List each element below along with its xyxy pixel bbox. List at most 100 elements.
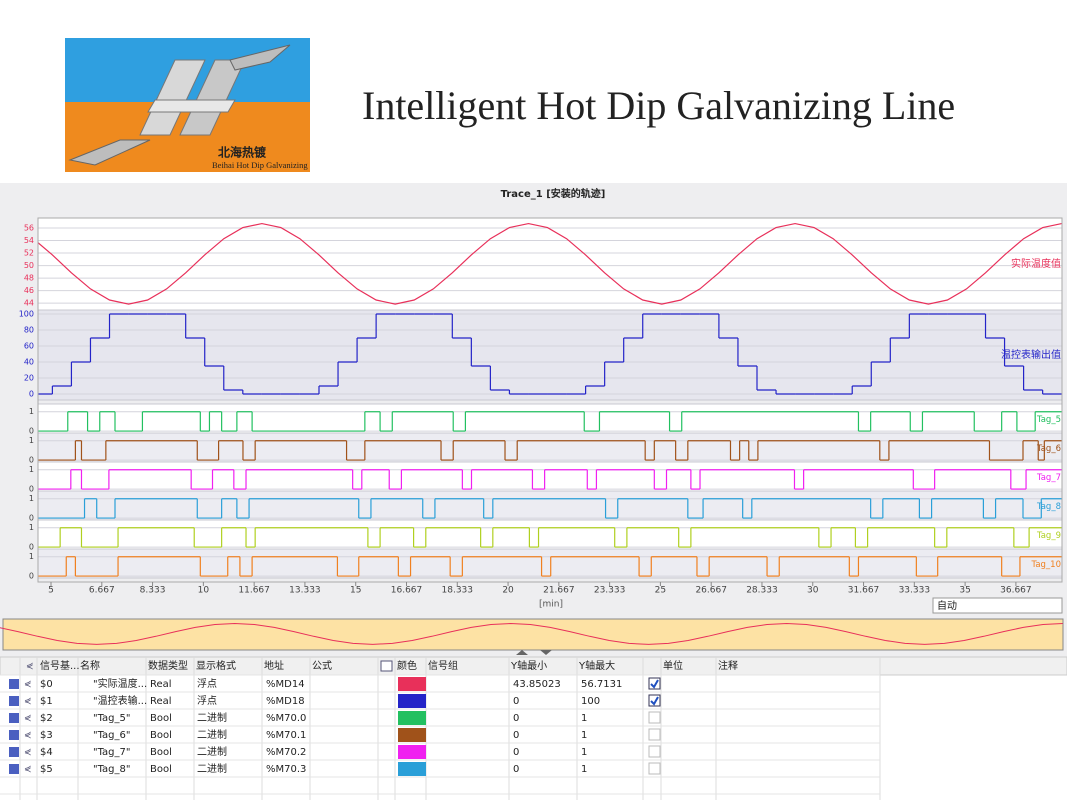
signal: $5 bbox=[40, 764, 53, 775]
y-tick-label: 0 bbox=[29, 390, 34, 399]
name: "Tag_5" bbox=[93, 713, 131, 724]
checkmark bbox=[650, 696, 659, 706]
y-tick-label: 1 bbox=[29, 436, 34, 445]
format: 浮点 bbox=[197, 695, 217, 707]
x-tick-label: 23.333 bbox=[594, 586, 626, 596]
color-swatch[interactable] bbox=[398, 677, 426, 691]
x-tick-label: 28.333 bbox=[746, 586, 778, 596]
column-header: 显示格式 bbox=[196, 659, 236, 672]
signal: $1 bbox=[40, 696, 53, 707]
color-swatch[interactable] bbox=[398, 745, 426, 759]
column-header: 地址 bbox=[264, 659, 284, 672]
name: "温控表输... bbox=[93, 694, 147, 707]
data-type: Bool bbox=[150, 747, 172, 758]
row-icon bbox=[9, 679, 19, 689]
signal: $2 bbox=[40, 713, 53, 724]
color-swatch[interactable] bbox=[398, 711, 426, 725]
plot-area bbox=[38, 222, 1062, 577]
format: 二进制 bbox=[197, 711, 227, 724]
address: %MD14 bbox=[266, 679, 305, 690]
series-label: 温控表输出值 bbox=[1001, 348, 1061, 361]
y-min: 0 bbox=[513, 696, 519, 707]
checkbox[interactable] bbox=[648, 677, 661, 690]
color-swatch[interactable] bbox=[398, 694, 426, 708]
y-tick-label: 52 bbox=[24, 249, 34, 258]
x-tick-label: 21.667 bbox=[543, 586, 575, 596]
overview-handle[interactable] bbox=[516, 650, 528, 655]
column-header: 公式 bbox=[312, 659, 332, 672]
name: "Tag_6" bbox=[93, 730, 131, 741]
x-tick-label: 11.667 bbox=[238, 586, 270, 596]
time-mode-dropdown[interactable] bbox=[932, 597, 1063, 614]
signal: $0 bbox=[40, 679, 53, 690]
data-type: Bool bbox=[150, 730, 172, 741]
series-label: Tag_6 bbox=[1036, 444, 1061, 454]
color-swatch[interactable] bbox=[398, 762, 426, 776]
x-axis-label: [min] bbox=[539, 600, 563, 610]
y-min: 0 bbox=[513, 730, 519, 741]
checkbox[interactable] bbox=[648, 711, 661, 724]
header-icon bbox=[380, 660, 393, 672]
y-tick-label: 1 bbox=[29, 523, 34, 532]
address: %MD18 bbox=[266, 696, 305, 707]
y-max: 56.7131 bbox=[581, 679, 622, 690]
data-type: Real bbox=[150, 679, 172, 690]
panel-bg bbox=[37, 309, 1063, 401]
checkbox[interactable] bbox=[648, 728, 661, 741]
y-tick-label: 80 bbox=[24, 326, 34, 335]
y-tick-label: 1 bbox=[29, 494, 34, 503]
panel-bg bbox=[37, 519, 1063, 550]
panel-bg bbox=[37, 403, 1063, 434]
y-tick-label: 1 bbox=[29, 465, 34, 474]
y-tick-label: 1 bbox=[29, 407, 34, 416]
column-header: Y轴最大 bbox=[578, 659, 615, 672]
panel-bg bbox=[37, 461, 1063, 492]
x-tick-label: 33.333 bbox=[899, 586, 931, 596]
format: 二进制 bbox=[197, 762, 227, 775]
color-swatch[interactable] bbox=[398, 728, 426, 742]
x-tick-label: 30 bbox=[807, 586, 819, 596]
row-icon-glyph: ⋞ bbox=[24, 748, 32, 758]
column-header: 名称 bbox=[80, 659, 100, 672]
x-tick-label: 26.667 bbox=[695, 586, 727, 596]
row-icon-glyph: ⋞ bbox=[24, 680, 32, 690]
row-icon bbox=[9, 764, 19, 774]
column-header: 信号组 bbox=[428, 659, 458, 672]
checkbox[interactable] bbox=[648, 694, 661, 707]
checkbox[interactable] bbox=[648, 762, 661, 775]
address: %M70.1 bbox=[266, 730, 306, 741]
data-type: Real bbox=[150, 696, 172, 707]
series-label: Tag_9 bbox=[1036, 531, 1061, 541]
y-tick-label: 44 bbox=[24, 299, 34, 308]
checkbox[interactable] bbox=[648, 745, 661, 758]
panel-bg bbox=[37, 217, 1063, 311]
table-body: 信号基... 名称 数据类型 显示格式 地址 公式 颜色 信号组 Y轴最小 Y轴最大 单位 注释 ⋞ ⋞ $… bbox=[0, 657, 881, 800]
x-tick-label: 5 bbox=[48, 586, 54, 596]
y-tick-label: 56 bbox=[24, 224, 34, 233]
y-max: 1 bbox=[581, 747, 587, 758]
series-label: Tag_8 bbox=[1036, 502, 1061, 512]
series-line bbox=[38, 222, 1062, 305]
column-header: Y轴最小 bbox=[510, 659, 547, 672]
y-max: 100 bbox=[581, 696, 600, 707]
y-max: 1 bbox=[581, 764, 587, 775]
address: %M70.2 bbox=[266, 747, 306, 758]
x-tick-label: 25 bbox=[655, 586, 666, 596]
overview-handle[interactable] bbox=[540, 650, 552, 655]
address: %M70.3 bbox=[266, 764, 306, 775]
logo-en: Beihai Hot Dip Galvanizing bbox=[212, 160, 308, 170]
y-max: 1 bbox=[581, 730, 587, 741]
time-mode[interactable]: 自动 bbox=[937, 599, 957, 612]
row-icon-glyph: ⋞ bbox=[24, 765, 32, 775]
x-tick-label: 6.667 bbox=[89, 586, 115, 596]
series-label: Tag_5 bbox=[1036, 415, 1061, 425]
name: "Tag_7" bbox=[93, 747, 131, 758]
column-header: 单位 bbox=[663, 659, 683, 672]
overview[interactable] bbox=[2, 618, 1064, 651]
series-label: Tag_7 bbox=[1036, 473, 1061, 483]
name: "Tag_8" bbox=[93, 764, 131, 775]
panel-backgrounds bbox=[37, 217, 1063, 579]
column-header: 颜色 bbox=[397, 659, 417, 672]
x-tick-label: 8.333 bbox=[140, 586, 166, 596]
y-tick-label: 20 bbox=[24, 374, 34, 383]
